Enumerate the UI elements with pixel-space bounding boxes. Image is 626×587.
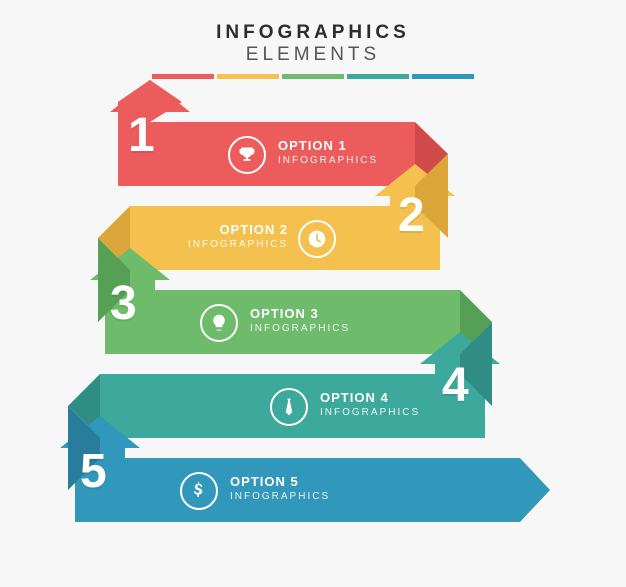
trophy-icon [228,136,266,174]
title-bar-2 [217,74,279,79]
clock-icon [298,220,336,258]
option-5-label: OPTION 5 [230,474,330,490]
title-bar-4 [347,74,409,79]
bulb-icon [200,304,238,342]
option-3-label: OPTION 3 [250,306,350,322]
step-number-2: 2 [398,188,425,243]
ribbon-infographic: 1 2 3 4 5 OPTION 1 INFOGRAPHICS OPTION 2… [50,80,576,560]
step-number-5: 5 [80,444,107,499]
segment-1 [110,80,448,186]
option-3-sub: INFOGRAPHICS [250,323,350,334]
option-4-label: OPTION 4 [320,390,420,406]
option-1: OPTION 1 INFOGRAPHICS [278,138,378,166]
option-2-sub: INFOGRAPHICS [188,239,288,250]
title-bar-5 [412,74,474,79]
title-bars [152,74,474,79]
dollar-icon [180,472,218,510]
option-5-sub: INFOGRAPHICS [230,491,330,502]
header: INFOGRAPHICS ELEMENTS [152,22,474,79]
option-3: OPTION 3 INFOGRAPHICS [250,306,350,334]
title-light: ELEMENTS [246,44,380,65]
option-4: OPTION 4 INFOGRAPHICS [320,390,420,418]
option-1-sub: INFOGRAPHICS [278,155,378,166]
step-number-1: 1 [128,108,155,163]
option-4-sub: INFOGRAPHICS [320,407,420,418]
option-2-label: OPTION 2 [188,222,288,238]
title-bold: INFOGRAPHICS [216,22,410,43]
option-5: OPTION 5 INFOGRAPHICS [230,474,330,502]
option-2: OPTION 2 INFOGRAPHICS [188,222,288,250]
title-bar-3 [282,74,344,79]
step-number-4: 4 [442,358,469,413]
tie-icon [270,388,308,426]
page-title: INFOGRAPHICS ELEMENTS [152,22,474,66]
step-number-3: 3 [110,276,137,331]
title-bar-1 [152,74,214,79]
option-1-label: OPTION 1 [278,138,378,154]
